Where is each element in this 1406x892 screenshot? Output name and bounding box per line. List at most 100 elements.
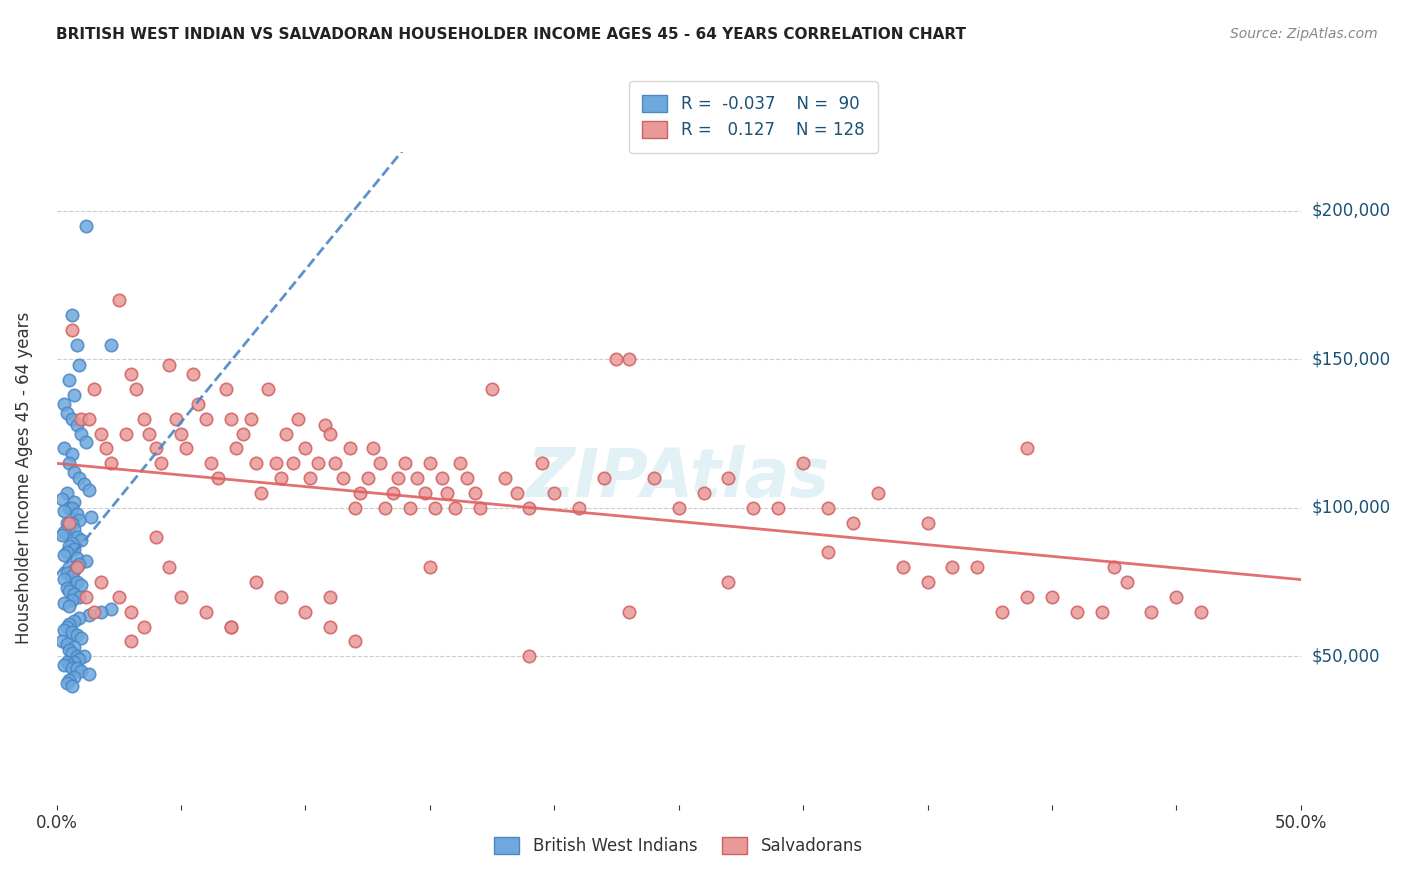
- Point: [55, 545, 77, 559]
- Point: [368, 456, 391, 470]
- Point: [55, 655, 77, 669]
- Point: [717, 471, 740, 485]
- Point: [361, 442, 384, 456]
- Point: [53, 504, 76, 518]
- Point: [63, 465, 86, 479]
- Point: [73, 649, 96, 664]
- Point: [966, 560, 988, 574]
- Point: [60, 625, 83, 640]
- Point: [530, 456, 553, 470]
- Point: [70, 533, 93, 548]
- Point: [53, 397, 76, 411]
- Point: [96, 442, 118, 456]
- Point: [60, 516, 83, 530]
- Point: [249, 486, 271, 500]
- Point: [157, 359, 180, 373]
- Point: [264, 456, 287, 470]
- Point: [494, 471, 516, 485]
- Point: [60, 500, 83, 515]
- Point: [70, 426, 93, 441]
- Point: [481, 382, 503, 396]
- Text: $50,000: $50,000: [1312, 648, 1381, 665]
- Point: [65, 337, 87, 351]
- Point: [319, 619, 342, 633]
- Point: [150, 456, 173, 470]
- Point: [53, 442, 76, 456]
- Point: [464, 486, 486, 500]
- Point: [399, 500, 422, 515]
- Point: [299, 471, 322, 485]
- Point: [58, 643, 80, 657]
- Point: [51, 634, 73, 648]
- Point: [60, 308, 83, 322]
- Point: [63, 495, 86, 509]
- Point: [125, 382, 148, 396]
- Point: [132, 411, 155, 425]
- Point: [58, 658, 80, 673]
- Point: [70, 578, 93, 592]
- Point: [1040, 590, 1063, 604]
- Point: [344, 500, 367, 515]
- Point: [339, 442, 361, 456]
- Point: [51, 527, 73, 541]
- Point: [83, 605, 105, 619]
- Point: [917, 516, 939, 530]
- Point: [60, 536, 83, 550]
- Point: [413, 486, 436, 500]
- Point: [170, 590, 193, 604]
- Point: [374, 500, 396, 515]
- Point: [349, 486, 371, 500]
- Point: [76, 219, 98, 233]
- Point: [67, 610, 90, 624]
- Point: [58, 673, 80, 687]
- Point: [65, 628, 87, 642]
- Point: [58, 560, 80, 574]
- Text: BRITISH WEST INDIAN VS SALVADORAN HOUSEHOLDER INCOME AGES 45 - 64 YEARS CORRELAT: BRITISH WEST INDIAN VS SALVADORAN HOUSEH…: [56, 27, 966, 42]
- Point: [120, 367, 142, 381]
- Point: [817, 500, 839, 515]
- Point: [717, 574, 740, 589]
- Point: [245, 574, 267, 589]
- Point: [58, 583, 80, 598]
- Point: [70, 664, 93, 678]
- Point: [58, 540, 80, 554]
- Point: [225, 442, 247, 456]
- Point: [917, 574, 939, 589]
- Point: [65, 649, 87, 664]
- Point: [132, 619, 155, 633]
- Point: [423, 500, 446, 515]
- Point: [381, 486, 404, 500]
- Point: [194, 605, 217, 619]
- Point: [145, 531, 167, 545]
- Point: [53, 658, 76, 673]
- Point: [742, 500, 765, 515]
- Point: [157, 560, 180, 574]
- Point: [394, 456, 416, 470]
- Point: [51, 491, 73, 506]
- Point: [436, 486, 458, 500]
- Point: [200, 456, 222, 470]
- Point: [77, 411, 100, 425]
- Point: [270, 471, 292, 485]
- Point: [67, 558, 90, 572]
- Point: [67, 652, 90, 666]
- Point: [356, 471, 378, 485]
- Point: [219, 619, 242, 633]
- Point: [766, 500, 789, 515]
- Point: [419, 456, 441, 470]
- Text: ZIPAtlas: ZIPAtlas: [527, 445, 831, 511]
- Point: [100, 601, 122, 615]
- Point: [519, 649, 541, 664]
- Point: [58, 373, 80, 387]
- Point: [643, 471, 665, 485]
- Point: [65, 531, 87, 545]
- Point: [332, 471, 354, 485]
- Point: [120, 605, 142, 619]
- Text: $100,000: $100,000: [1312, 499, 1391, 516]
- Point: [165, 411, 187, 425]
- Point: [76, 554, 98, 568]
- Point: [115, 426, 138, 441]
- Point: [170, 426, 193, 441]
- Point: [77, 483, 100, 497]
- Point: [294, 442, 316, 456]
